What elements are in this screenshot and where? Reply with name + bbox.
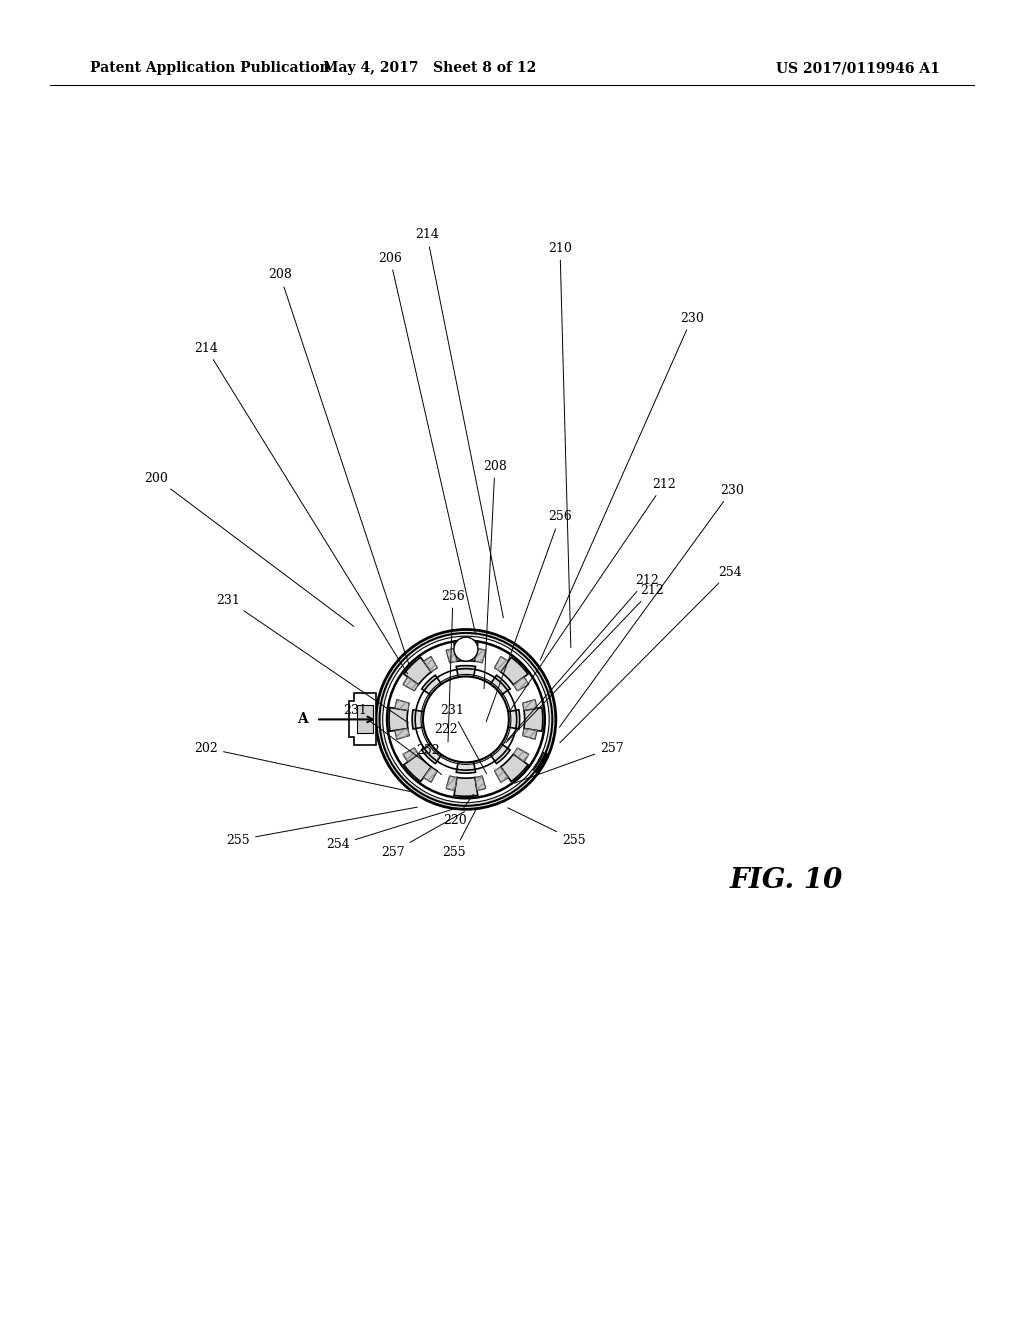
Polygon shape (430, 710, 438, 729)
Text: 222: 222 (434, 723, 458, 737)
Polygon shape (422, 743, 442, 763)
Text: 220: 220 (443, 795, 473, 826)
Polygon shape (403, 748, 419, 762)
Text: 256: 256 (486, 511, 571, 722)
Polygon shape (434, 688, 453, 706)
Circle shape (423, 676, 509, 763)
Polygon shape (489, 743, 510, 763)
Polygon shape (424, 767, 437, 783)
Polygon shape (479, 688, 498, 706)
Text: 254: 254 (560, 565, 741, 743)
Polygon shape (395, 729, 410, 739)
Text: 257: 257 (514, 742, 624, 783)
Polygon shape (424, 656, 437, 672)
Polygon shape (413, 710, 426, 729)
Polygon shape (475, 776, 485, 791)
Text: 254: 254 (326, 808, 456, 851)
Polygon shape (446, 648, 457, 663)
Polygon shape (395, 700, 410, 710)
Polygon shape (513, 677, 528, 690)
Polygon shape (454, 777, 478, 796)
Text: 206: 206 (378, 252, 475, 632)
Polygon shape (389, 708, 408, 731)
Polygon shape (513, 748, 528, 762)
Polygon shape (422, 676, 442, 696)
Text: 208: 208 (268, 268, 410, 668)
Text: US 2017/0119946 A1: US 2017/0119946 A1 (776, 61, 940, 75)
Polygon shape (376, 630, 556, 809)
Text: 231: 231 (216, 594, 409, 723)
Polygon shape (434, 733, 453, 751)
Polygon shape (403, 657, 431, 685)
Text: 210: 210 (548, 242, 572, 648)
Polygon shape (522, 729, 537, 739)
Polygon shape (479, 733, 498, 751)
Polygon shape (495, 656, 508, 672)
Text: Patent Application Publication: Patent Application Publication (90, 61, 330, 75)
Polygon shape (349, 693, 376, 746)
Polygon shape (454, 643, 478, 661)
Polygon shape (494, 710, 502, 729)
Text: 255: 255 (508, 808, 586, 846)
Polygon shape (524, 708, 543, 731)
Polygon shape (403, 677, 419, 690)
Circle shape (454, 638, 478, 661)
Text: 208: 208 (483, 459, 507, 689)
Polygon shape (457, 759, 475, 774)
Text: 252: 252 (416, 744, 439, 758)
Text: 212: 212 (507, 573, 658, 741)
Circle shape (387, 640, 545, 799)
Polygon shape (522, 700, 537, 710)
Polygon shape (403, 754, 431, 781)
Polygon shape (495, 767, 508, 783)
Text: FIG. 10: FIG. 10 (730, 866, 843, 894)
Polygon shape (489, 676, 510, 696)
Text: 212: 212 (509, 478, 676, 711)
Text: 256: 256 (441, 590, 465, 742)
Text: May 4, 2017   Sheet 8 of 12: May 4, 2017 Sheet 8 of 12 (324, 61, 537, 75)
Text: 231: 231 (343, 704, 441, 775)
Text: 214: 214 (195, 342, 408, 675)
Polygon shape (501, 657, 528, 685)
Polygon shape (506, 710, 519, 729)
Polygon shape (501, 754, 528, 781)
Text: 255: 255 (442, 810, 476, 858)
Polygon shape (457, 665, 475, 680)
Polygon shape (457, 684, 475, 692)
Text: 212: 212 (506, 583, 664, 743)
Text: 202: 202 (195, 742, 410, 792)
Polygon shape (357, 705, 373, 734)
Polygon shape (457, 747, 475, 755)
Text: 255: 255 (226, 807, 418, 846)
Polygon shape (446, 776, 457, 791)
Text: 231: 231 (440, 704, 486, 774)
Text: 200: 200 (144, 471, 354, 627)
Text: A: A (297, 713, 308, 726)
Text: 230: 230 (541, 312, 703, 660)
Text: 230: 230 (559, 483, 743, 727)
Polygon shape (475, 648, 485, 663)
Text: 214: 214 (415, 228, 504, 618)
Text: 257: 257 (381, 812, 465, 858)
